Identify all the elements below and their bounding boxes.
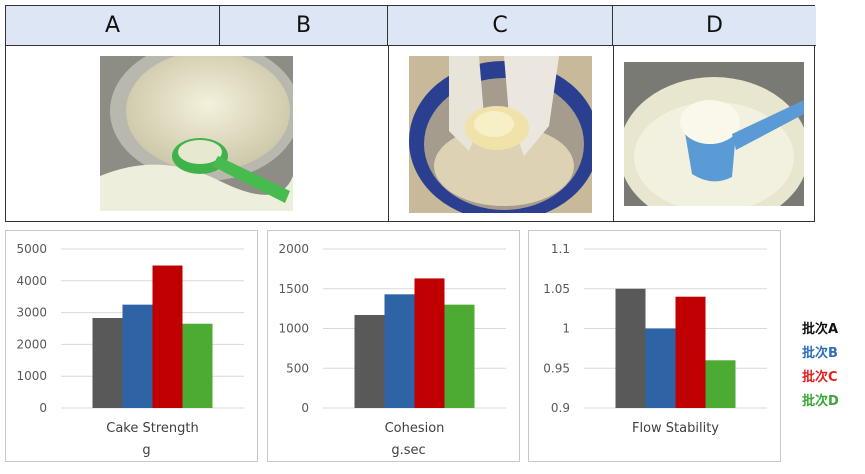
- y-tick-label: 1.05: [543, 282, 570, 296]
- flow-stability-chart-svg: 0.9 0.95 1 1.05 1.1 Flow Stability: [543, 242, 767, 436]
- legend-item-d: 批次D: [802, 394, 839, 409]
- y-tick-label: 1500: [278, 282, 309, 296]
- bar-1: [615, 288, 646, 408]
- bar-4: [705, 360, 736, 408]
- powder-blue-scoop-photo: [624, 62, 804, 206]
- legend-item-b: 批次B: [802, 346, 838, 361]
- y-tick-label: 1000: [16, 369, 47, 383]
- chart-legend: 批次A 批次B 批次C 批次D: [802, 318, 862, 414]
- x-axis-label: Cohesion: [385, 421, 445, 436]
- bar-1: [354, 314, 385, 408]
- y-tick-label: 1: [562, 322, 570, 336]
- x-axis-label: Cake Strength: [106, 421, 198, 436]
- cake-strength-chart-svg: 0 1000 2000 3000 4000 5000 Cake Strength g: [16, 242, 244, 458]
- header-cell-b: B: [220, 6, 388, 46]
- sample-table: A B C D: [5, 5, 816, 222]
- y-tick-label: 1000: [278, 322, 309, 336]
- unit-label: g.sec: [391, 443, 425, 458]
- legend-item-c: 批次C: [802, 370, 838, 385]
- bar-3: [414, 278, 445, 408]
- y-tick-label: 0: [39, 401, 47, 415]
- unit-label: g: [142, 443, 150, 458]
- bar-1: [92, 318, 123, 408]
- bar-4: [444, 304, 475, 408]
- bar-3: [152, 265, 183, 408]
- header-cell-c: C: [388, 6, 613, 46]
- y-tick-label: 5000: [16, 242, 47, 256]
- bar-2: [384, 294, 415, 408]
- legend-item-a: 批次A: [802, 322, 839, 337]
- y-tick-label: 0: [301, 401, 309, 415]
- y-tick-label: 0.95: [543, 361, 570, 375]
- bar-4: [182, 323, 213, 408]
- bar-3: [675, 296, 706, 408]
- y-tick-label: 2000: [16, 337, 47, 351]
- header-cell-a: A: [6, 6, 220, 46]
- y-tick-label: 0.9: [551, 401, 570, 415]
- y-tick-label: 500: [286, 361, 309, 375]
- chart-flow-stability: 0.9 0.95 1 1.05 1.1 Flow Stability: [528, 230, 781, 462]
- y-tick-label: 1.1: [551, 242, 570, 256]
- chart-cake-strength: 0 1000 2000 3000 4000 5000 Cake Strength g: [5, 230, 258, 462]
- gloved-hand-powder-photo: [409, 56, 592, 213]
- y-tick-label: 3000: [16, 306, 47, 320]
- y-tick-label: 2000: [278, 242, 309, 256]
- powder-can-green-scoop-photo: [100, 56, 293, 211]
- chart-cohesion: 0 500 1000 1500 2000 Cohesion g.sec: [267, 230, 520, 462]
- x-axis-label: Flow Stability: [632, 421, 719, 436]
- table-divider: [613, 46, 614, 221]
- y-tick-label: 4000: [16, 274, 47, 288]
- bar-2: [122, 304, 153, 408]
- bar-2: [645, 328, 676, 408]
- table-divider: [388, 46, 389, 221]
- cohesion-chart-svg: 0 500 1000 1500 2000 Cohesion g.sec: [278, 242, 506, 458]
- header-cell-d: D: [613, 6, 816, 46]
